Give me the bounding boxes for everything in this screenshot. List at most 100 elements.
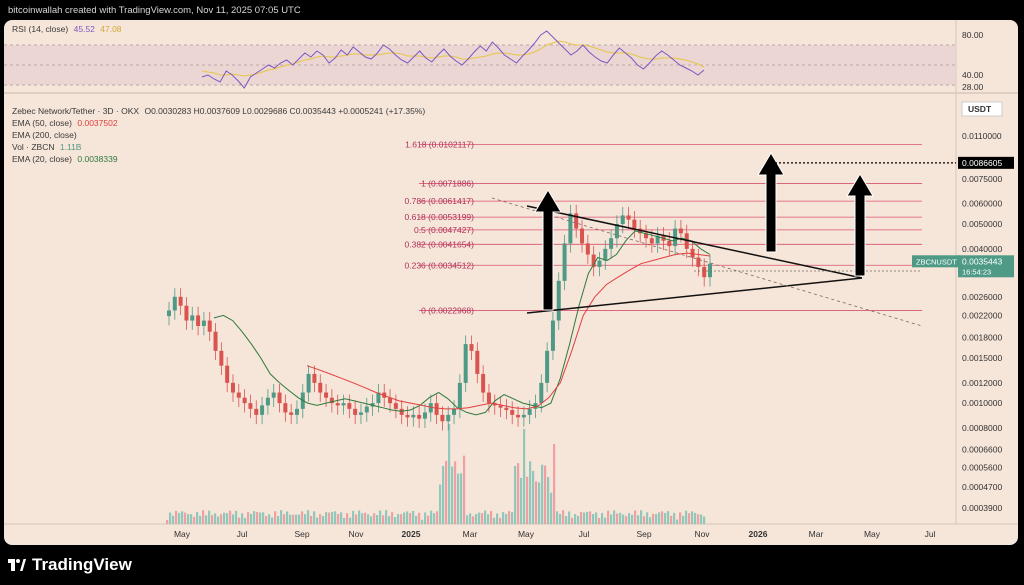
volume-bar: [328, 512, 331, 524]
currency-badge: [961, 101, 1003, 117]
volume-bar: [670, 515, 673, 524]
fib-level-label: 0.382 (0.0041654): [405, 239, 475, 249]
time-tick-label: Nov: [348, 529, 364, 539]
volume-bar: [679, 512, 682, 524]
volume-bar: [457, 473, 460, 524]
volume-bar: [370, 516, 373, 524]
volume-bar: [640, 510, 643, 524]
volume-bar: [304, 514, 307, 524]
dashed-trend-line: [491, 197, 923, 327]
candle-body: [614, 223, 619, 239]
volume-bar: [454, 461, 457, 524]
price-tick-label: 0.0018000: [962, 333, 1002, 343]
volume-bar: [310, 515, 313, 524]
volume-bar: [172, 515, 175, 524]
volume-bar: [643, 516, 646, 524]
ema200-label: EMA (200, close): [12, 130, 77, 140]
volume-label: Vol · ZBCN: [12, 142, 55, 152]
volume-bar: [466, 515, 469, 524]
ohlc-values: O0.0030283 H0.0037609 L0.0029686 C0.0035…: [144, 106, 426, 116]
volume-bar: [493, 517, 496, 524]
candle-body: [562, 243, 567, 281]
volume-bar: [373, 513, 376, 524]
volume-bar: [667, 511, 670, 524]
volume-bar: [274, 511, 277, 524]
volume-bar: [571, 517, 574, 524]
candle-body: [498, 405, 503, 408]
candle-body: [545, 350, 550, 383]
volume-bar: [631, 514, 634, 524]
fib-level-label: 0.5 (0.0047427): [414, 225, 474, 235]
candle-body: [440, 414, 445, 422]
volume-bar: [697, 514, 700, 524]
volume-bar: [415, 515, 418, 524]
candle-body: [550, 320, 555, 351]
volume-bar: [187, 514, 190, 524]
rsi-ma-line: [201, 40, 705, 77]
candle-body: [690, 248, 695, 258]
candle-body: [213, 331, 218, 351]
volume-bar: [322, 515, 325, 524]
volume-bar: [442, 465, 445, 524]
volume-bar: [535, 481, 538, 524]
volume-bar: [511, 512, 514, 524]
ema20-line: [213, 230, 711, 416]
candle-body: [242, 397, 247, 404]
volume-bar: [406, 511, 409, 524]
volume-bar: [601, 513, 604, 524]
candle-body: [318, 382, 323, 393]
volume-bar: [175, 510, 178, 524]
candle-body: [353, 408, 358, 415]
volume-bar: [385, 510, 388, 524]
chart-canvas[interactable]: 80.00 40.00 28.00 0.0110000 0.0075000 0.00600…: [4, 20, 1018, 545]
candle-body: [609, 238, 614, 249]
candle-body: [527, 408, 532, 415]
symbol-badge: [912, 255, 960, 268]
candle-body: [207, 320, 212, 332]
volume-bar: [292, 514, 295, 524]
symbol-badge-label: ZBCNUSDT: [916, 257, 957, 266]
time-tick-label: May: [174, 529, 191, 539]
volume-bar: [514, 465, 517, 524]
volume-bar: [355, 514, 358, 524]
volume-bar: [499, 517, 502, 524]
rsi-value: 45.52: [73, 24, 95, 34]
candle-body: [324, 392, 329, 398]
candle-body: [667, 240, 672, 247]
last-price-badge: [958, 255, 1014, 278]
volume-bar: [214, 513, 217, 524]
candle-body: [184, 305, 189, 321]
volume-bar: [211, 515, 214, 524]
volume-bar: [208, 510, 211, 524]
chart-frame[interactable]: 80.00 40.00 28.00 0.0110000 0.0075000 0.00600…: [4, 20, 1018, 545]
candle-body: [399, 408, 404, 415]
candle-body: [289, 412, 294, 415]
volume-bar: [463, 455, 466, 524]
volume-bar: [424, 512, 427, 524]
candle-body: [347, 403, 352, 409]
price-tick-label: 0.0050000: [962, 219, 1002, 229]
candle-body: [486, 392, 491, 404]
fib-level-label: 0.786 (0.0061417): [405, 196, 475, 206]
volume-bar: [589, 511, 592, 524]
volume-bar: [259, 512, 262, 524]
volume-bar: [445, 460, 448, 524]
arrow-up-icon: [534, 189, 562, 311]
volume-bar: [673, 512, 676, 524]
volume-bar: [676, 519, 679, 524]
candle-body: [516, 414, 521, 418]
volume-bar: [505, 514, 508, 524]
candle-body: [649, 238, 654, 244]
volume-bar: [664, 512, 667, 524]
candle-body: [405, 414, 410, 418]
candle-body: [254, 408, 259, 415]
volume-bar: [223, 512, 226, 524]
candle-body: [428, 403, 433, 413]
volume-bar: [658, 512, 661, 524]
volume-bar: [547, 477, 550, 524]
volume-bar: [349, 517, 352, 524]
volume-bar: [271, 517, 274, 524]
candle-body: [411, 414, 416, 418]
candle-body: [248, 403, 253, 409]
candle-body: [603, 248, 608, 261]
